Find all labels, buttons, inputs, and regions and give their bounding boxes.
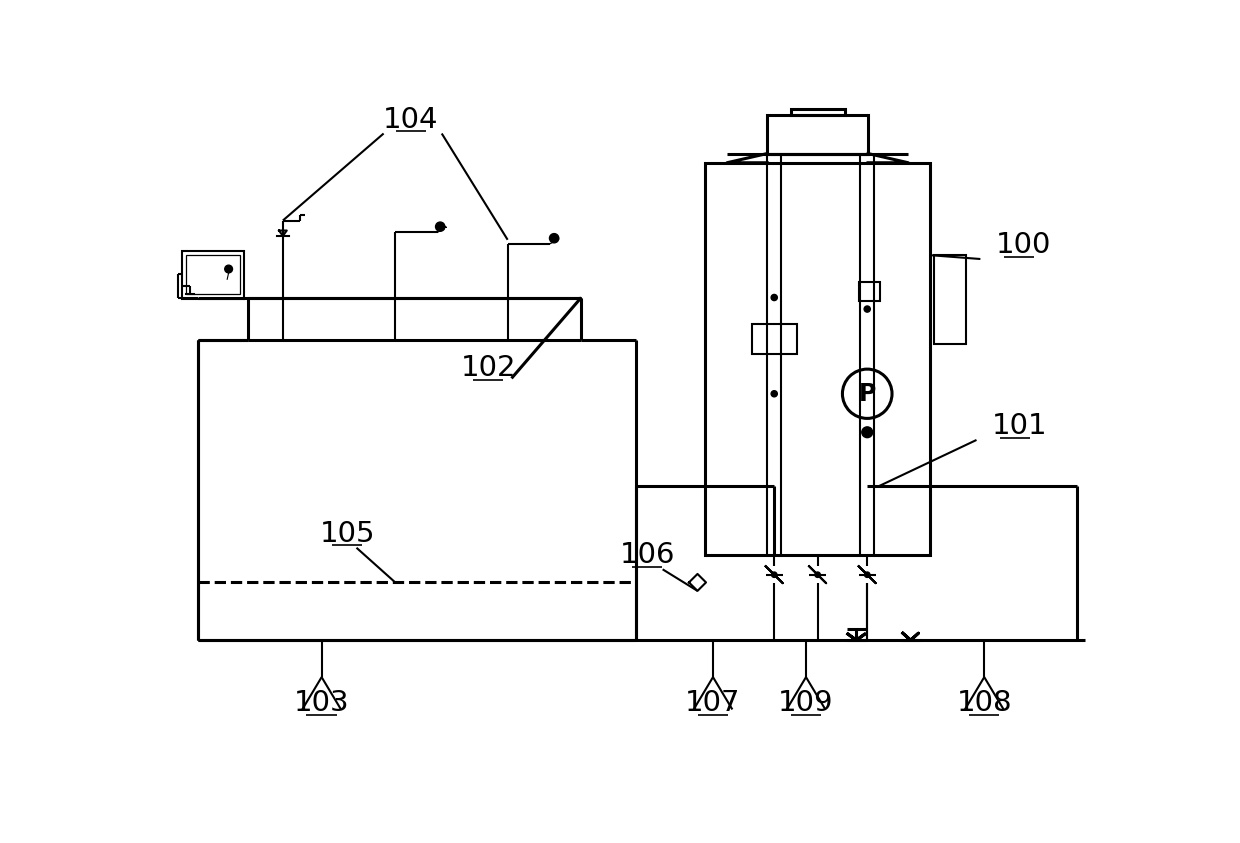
- Circle shape: [862, 427, 873, 438]
- Circle shape: [224, 266, 233, 273]
- Circle shape: [815, 572, 821, 577]
- Bar: [934, 255, 966, 344]
- Bar: [768, 115, 868, 153]
- Circle shape: [864, 572, 870, 577]
- Circle shape: [771, 572, 777, 577]
- Text: 100: 100: [996, 231, 1052, 259]
- Bar: [186, 255, 241, 293]
- Circle shape: [549, 234, 559, 243]
- Bar: [182, 251, 244, 299]
- Text: 109: 109: [779, 690, 833, 717]
- Bar: [751, 325, 797, 354]
- Text: 105: 105: [320, 520, 374, 548]
- Text: 106: 106: [619, 541, 675, 569]
- Circle shape: [771, 390, 777, 397]
- Text: 107: 107: [686, 690, 740, 717]
- Circle shape: [864, 306, 870, 312]
- Text: 104: 104: [383, 105, 439, 133]
- Bar: [858, 282, 880, 301]
- Text: 102: 102: [460, 354, 516, 382]
- Bar: [791, 109, 844, 115]
- Text: 103: 103: [294, 690, 350, 717]
- Text: 101: 101: [992, 412, 1048, 440]
- Circle shape: [771, 294, 777, 301]
- Text: 108: 108: [956, 690, 1012, 717]
- Bar: [706, 163, 930, 556]
- Text: P: P: [858, 382, 875, 405]
- Circle shape: [435, 222, 445, 231]
